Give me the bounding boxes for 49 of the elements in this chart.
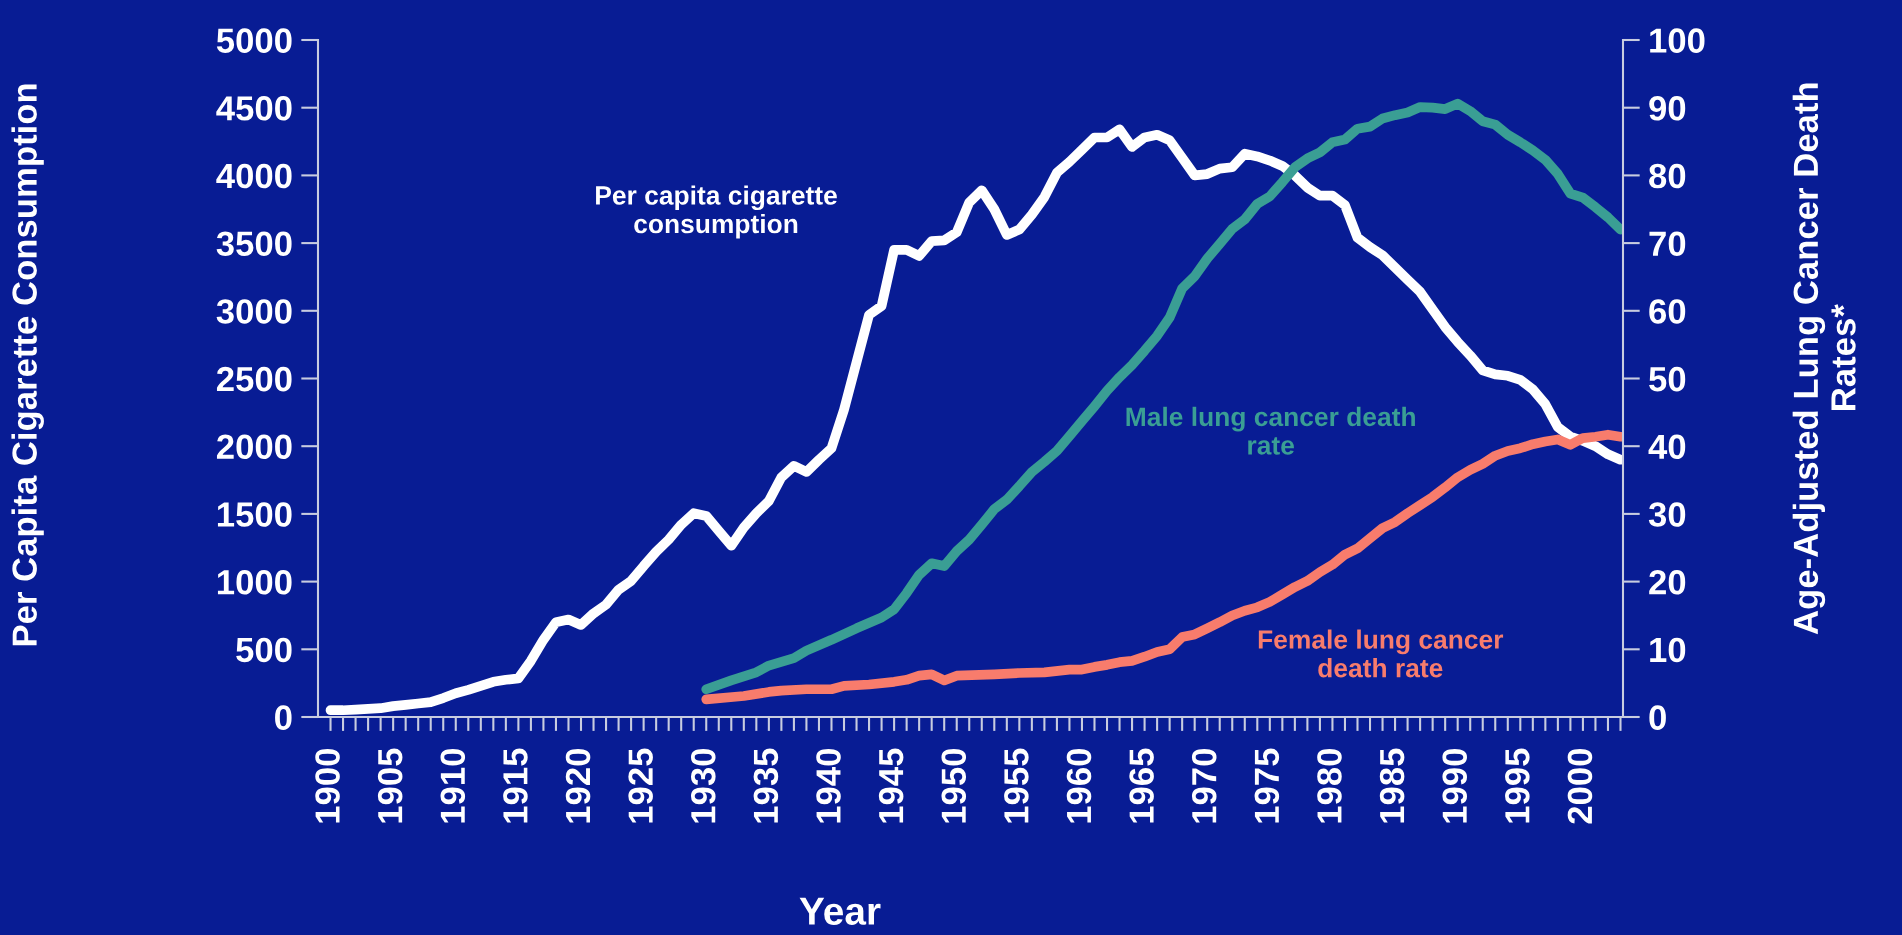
y2-tick-label: 100: [1650, 28, 1705, 53]
y-tick-label: 500: [236, 637, 292, 663]
x-tick-label: 1915: [503, 748, 528, 823]
x-tick-label: 1900: [315, 748, 340, 823]
y-tick-label: 1500: [217, 502, 292, 527]
x-tick-label: 1910: [440, 748, 466, 823]
x-tick-label: 1905: [377, 748, 403, 823]
y-tick-label: 3000: [216, 299, 292, 324]
x-tick-label: 1975: [1254, 748, 1280, 823]
x-tick-label: 1985: [1379, 748, 1405, 823]
y-axis-title: Per Capita Cigarette Consumption: [11, 84, 44, 646]
x-tick-label: 1930: [690, 748, 716, 823]
x-tick-label: 1925: [628, 748, 653, 823]
y-tick-label: 2000: [216, 434, 292, 460]
y-tick-label: 2500: [216, 366, 292, 392]
x-tick-label: 1935: [753, 748, 779, 823]
x-tick-label: 1920: [565, 748, 591, 823]
y-tick-label: 4500: [216, 96, 292, 121]
x-tick-label: 2000: [1567, 748, 1593, 824]
y-tick-label: 1000: [217, 569, 292, 595]
x-tick-label: 1970: [1191, 748, 1217, 823]
annotation: Male lung cancer death rate: [1126, 406, 1415, 455]
x-tick-label: 1940: [816, 748, 841, 823]
y-tick-label: 0: [275, 705, 292, 730]
y-tick-label: 5000: [216, 28, 292, 53]
x-tick-label: 1990: [1442, 748, 1467, 823]
y-tick-label: 4000: [216, 163, 292, 189]
x-axis-title: Year: [799, 897, 881, 925]
x-tick-label: 1955: [1004, 748, 1029, 823]
y2-tick-label: 30: [1648, 502, 1686, 527]
x-tick-label: 1965: [1129, 748, 1154, 823]
y2-tick-label: 40: [1648, 434, 1686, 460]
annotation: Per capita cigarette consumption: [596, 185, 837, 239]
annotation: Female lung cancer death rate: [1258, 629, 1504, 678]
x-tick-label: 1980: [1317, 748, 1342, 823]
y2-tick-label: 80: [1649, 163, 1686, 189]
x-tick-label: 1950: [941, 748, 967, 823]
y2-tick-label: 90: [1649, 96, 1686, 121]
x-tick-label: 1960: [1066, 748, 1092, 823]
x-tick-label: 1945: [878, 748, 904, 823]
y2-tick-label: 60: [1649, 299, 1686, 324]
y2-tick-label: 10: [1650, 637, 1686, 663]
y2-tick-label: 0: [1649, 705, 1666, 730]
y2-tick-label: 50: [1649, 366, 1686, 392]
y-tick-label: 3500: [216, 231, 292, 257]
y2-axis-title: Age-Adjusted Lung Cancer Death Rates*: [1792, 83, 1856, 635]
y2-tick-label: 20: [1649, 569, 1686, 595]
y2-tick-label: 70: [1649, 231, 1686, 257]
x-tick-label: 1995: [1505, 748, 1530, 823]
